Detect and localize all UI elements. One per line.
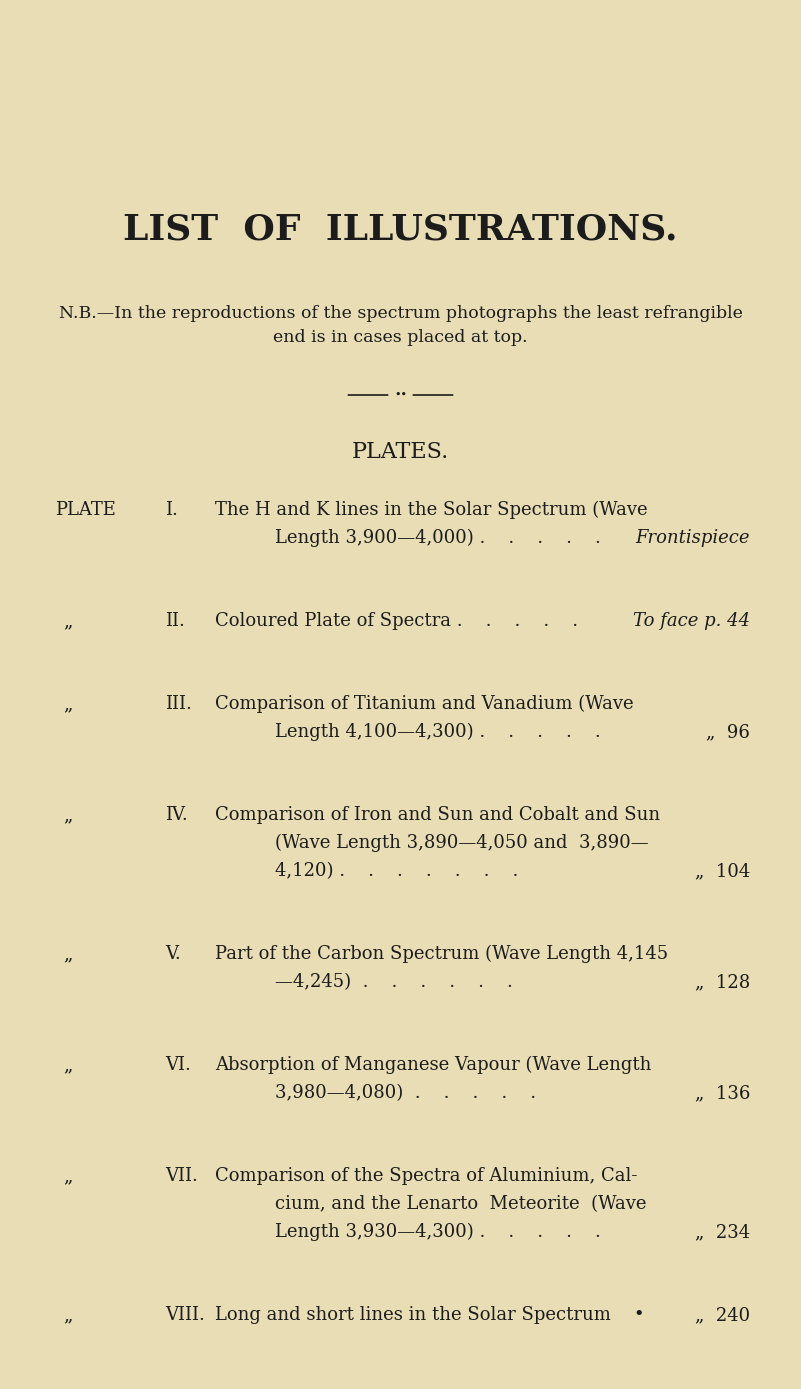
- Text: Coloured Plate of Spectra .    .    .    .    .: Coloured Plate of Spectra . . . . .: [215, 613, 578, 631]
- Text: Length 4,100—4,300) .    .    .    .    .: Length 4,100—4,300) . . . . .: [275, 722, 601, 742]
- Text: „  128: „ 128: [694, 974, 750, 990]
- Text: 3,980—4,080)  .    .    .    .    .: 3,980—4,080) . . . . .: [275, 1083, 536, 1101]
- Text: II.: II.: [165, 613, 185, 631]
- Text: „: „: [63, 806, 72, 824]
- Text: 4,120) .    .    .    .    .    .    .: 4,120) . . . . . . .: [275, 863, 518, 881]
- Text: „: „: [63, 1056, 72, 1074]
- Text: VI.: VI.: [165, 1056, 191, 1074]
- Text: Length 3,900—4,000) .    .    .    .    .: Length 3,900—4,000) . . . . .: [275, 529, 601, 547]
- Text: I.: I.: [165, 501, 178, 519]
- Text: VII.: VII.: [165, 1167, 198, 1185]
- Text: III.: III.: [165, 694, 192, 713]
- Text: Length 3,930—4,300) .    .    .    .    .: Length 3,930—4,300) . . . . .: [275, 1222, 601, 1242]
- Text: „: „: [63, 613, 72, 631]
- Text: N.B.—In the reproductions of the spectrum photographs the least refrangible: N.B.—In the reproductions of the spectru…: [58, 304, 743, 321]
- Text: VIII.: VIII.: [165, 1306, 205, 1324]
- Text: „  234: „ 234: [695, 1222, 750, 1240]
- Text: Frontispiece: Frontispiece: [635, 529, 750, 547]
- Text: V.: V.: [165, 945, 181, 963]
- Text: Long and short lines in the Solar Spectrum    •: Long and short lines in the Solar Spectr…: [215, 1306, 645, 1324]
- Text: —4,245)  .    .    .    .    .    .: —4,245) . . . . . .: [275, 974, 513, 990]
- Text: To face p. 44: To face p. 44: [633, 613, 750, 631]
- Text: „  104: „ 104: [694, 863, 750, 881]
- Text: The H and K lines in the Solar Spectrum (Wave: The H and K lines in the Solar Spectrum …: [215, 501, 648, 519]
- Text: LIST  OF  ILLUSTRATIONS.: LIST OF ILLUSTRATIONS.: [123, 213, 678, 247]
- Text: Comparison of Titanium and Vanadium (Wave: Comparison of Titanium and Vanadium (Wav…: [215, 694, 634, 713]
- Text: Absorption of Manganese Vapour (Wave Length: Absorption of Manganese Vapour (Wave Len…: [215, 1056, 651, 1074]
- Text: Comparison of Iron and Sun and Cobalt and Sun: Comparison of Iron and Sun and Cobalt an…: [215, 806, 660, 824]
- Text: „: „: [63, 945, 72, 963]
- Text: (Wave Length 3,890—4,050 and  3,890—: (Wave Length 3,890—4,050 and 3,890—: [275, 833, 649, 851]
- Text: Part of the Carbon Spectrum (Wave Length 4,145: Part of the Carbon Spectrum (Wave Length…: [215, 945, 668, 963]
- Text: „: „: [63, 694, 72, 713]
- Text: IV.: IV.: [165, 806, 187, 824]
- Text: end is in cases placed at top.: end is in cases placed at top.: [273, 329, 528, 346]
- Text: Comparison of the Spectra of Aluminium, Cal-: Comparison of the Spectra of Aluminium, …: [215, 1167, 638, 1185]
- Text: „  136: „ 136: [694, 1083, 750, 1101]
- Text: „  96: „ 96: [706, 724, 750, 740]
- Text: cium, and the Lenarto  Meteorite  (Wave: cium, and the Lenarto Meteorite (Wave: [275, 1195, 646, 1213]
- Text: „: „: [63, 1167, 72, 1185]
- Text: „  240: „ 240: [695, 1306, 750, 1324]
- Text: ••: ••: [394, 390, 407, 400]
- Text: PLATES.: PLATES.: [352, 440, 449, 463]
- Text: PLATE: PLATE: [55, 501, 116, 519]
- Text: „: „: [63, 1306, 72, 1324]
